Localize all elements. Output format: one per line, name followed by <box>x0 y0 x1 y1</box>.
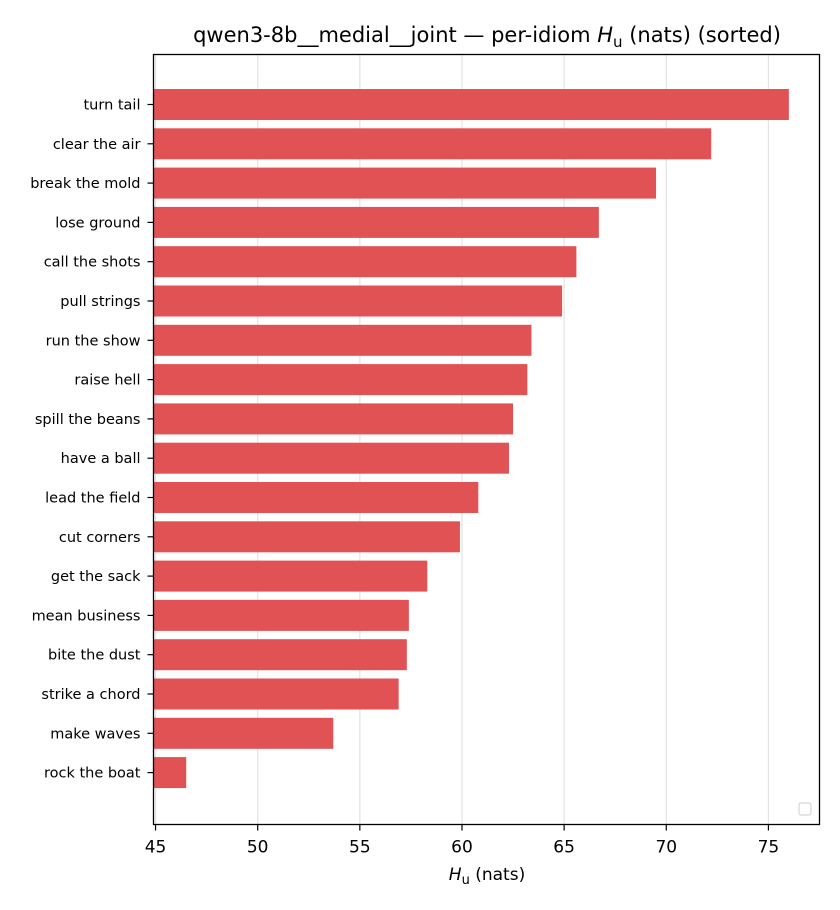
bar-spill-the-beans <box>154 403 514 434</box>
bar-make-waves <box>154 718 334 749</box>
y-tick-label-turn-tail: turn tail <box>83 98 140 114</box>
bar-clear-the-air <box>154 128 712 159</box>
x-tick-label-45: 45 <box>145 838 167 858</box>
x-tick-label-55: 55 <box>349 838 371 858</box>
legend-box <box>799 803 811 815</box>
bar-cut-corners <box>154 521 460 552</box>
y-tick-label-raise-hell: raise hell <box>74 373 140 389</box>
y-tick-label-make-waves: make waves <box>50 726 140 742</box>
bar-raise-hell <box>154 364 528 395</box>
bars-layer <box>154 89 789 788</box>
y-tick-label-rock-the-boat: rock the boat <box>44 766 141 782</box>
bar-rock-the-boat <box>154 757 187 788</box>
bar-get-the-sack <box>154 561 428 592</box>
bar-break-the-mold <box>154 168 657 199</box>
y-tick-label-lead-the-field: lead the field <box>45 491 140 507</box>
bar-lose-ground <box>154 207 599 238</box>
x-tick-label-75: 75 <box>758 838 780 858</box>
bar-turn-tail <box>154 89 789 120</box>
bar-mean-business <box>154 600 409 631</box>
y-tick-label-strike-a-chord: strike a chord <box>41 687 140 703</box>
x-tick-label-70: 70 <box>655 838 677 858</box>
chart-title: qwen3-8b__medial__joint — per-idiom Hu (… <box>193 23 781 51</box>
y-tick-label-spill-the-beans: spill the beans <box>35 412 141 428</box>
x-tick-label-65: 65 <box>553 838 575 858</box>
y-tick-label-have-a-ball: have a ball <box>61 451 141 467</box>
bar-strike-a-chord <box>154 679 399 710</box>
bar-have-a-ball <box>154 443 509 474</box>
bar-pull-strings <box>154 286 563 317</box>
x-tick-label-60: 60 <box>451 838 473 858</box>
y-tick-label-break-the-mold: break the mold <box>30 176 140 192</box>
y-tick-label-mean-business: mean business <box>32 608 141 624</box>
x-tick-label-50: 50 <box>247 838 269 858</box>
bar-bite-the-dust <box>154 639 407 670</box>
y-tick-label-clear-the-air: clear the air <box>53 137 141 153</box>
y-tick-label-run-the-show: run the show <box>46 333 141 349</box>
y-tick-label-get-the-sack: get the sack <box>51 569 141 585</box>
y-tick-label-cut-corners: cut corners <box>59 530 141 546</box>
y-tick-label-lose-ground: lose ground <box>55 215 140 231</box>
y-tick-label-pull-strings: pull strings <box>60 294 140 310</box>
bar-run-the-show <box>154 325 532 356</box>
bar-lead-the-field <box>154 482 479 513</box>
bar-call-the-shots <box>154 246 577 277</box>
y-tick-label-call-the-shots: call the shots <box>44 255 141 271</box>
x-axis-label: Hu (nats) <box>449 865 525 888</box>
y-tick-label-bite-the-dust: bite the dust <box>48 648 141 664</box>
